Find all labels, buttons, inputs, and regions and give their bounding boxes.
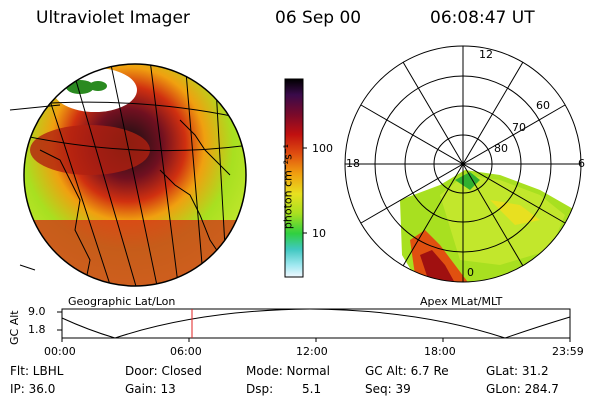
instrument-title: Ultraviolet Imager [36, 8, 190, 28]
mlt-label-0: 0 [467, 266, 474, 279]
status-ip: IP: 36.0 [10, 382, 56, 396]
mlat-label-60: 60 [536, 99, 550, 112]
mlt-label-12: 12 [479, 48, 493, 61]
status-dsp-label: Dsp: [246, 382, 274, 396]
status-mode: Mode: Normal [246, 364, 330, 378]
altitude-xtick-2359: 23:59 [552, 345, 584, 358]
altitude-ytick-9: 9.0 [28, 305, 46, 318]
altitude-xtick-0000: 00:00 [44, 345, 76, 358]
mlat-label-80: 80 [494, 142, 508, 155]
altitude-xtick-0600: 06:00 [170, 345, 202, 358]
mlt-label-18: 18 [346, 157, 360, 170]
time-label: 06:08:47 UT [430, 8, 535, 28]
colorbar-tick-10: 10 [312, 227, 326, 240]
geographic-label: Geographic Lat/Lon [68, 295, 176, 308]
colorbar [284, 78, 307, 278]
altitude-xtick-1800: 18:00 [424, 345, 456, 358]
mlat-label-70: 70 [512, 121, 526, 134]
altitude-ylabel: GC Alt [8, 310, 21, 345]
status-glon: GLon: 284.7 [486, 382, 559, 396]
status-dsp-value: 5.1 [302, 382, 322, 396]
altitude-xtick-1200: 12:00 [296, 345, 328, 358]
altitude-ytick-1-8: 1.8 [28, 323, 46, 336]
status-gain: Gain: 13 [125, 382, 176, 396]
status-door: Door: Closed [125, 364, 202, 378]
status-seq: Seq: 39 [365, 382, 411, 396]
date-label: 06 Sep 00 [275, 8, 362, 28]
status-filter: Flt: LBHL [10, 364, 64, 378]
apex-label: Apex MLat/MLT [420, 295, 503, 308]
colorbar-tick-100: 100 [312, 142, 333, 155]
status-glat: GLat: 31.2 [486, 364, 549, 378]
status-gc-alt: GC Alt: 6.7 Re [365, 364, 449, 378]
mlt-label-6: 6 [578, 157, 585, 170]
